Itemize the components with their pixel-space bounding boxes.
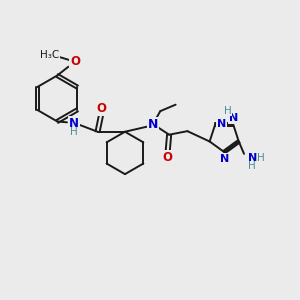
Text: N: N — [220, 154, 230, 164]
Text: N: N — [148, 118, 158, 130]
Text: N: N — [229, 113, 238, 123]
Text: N: N — [217, 119, 226, 129]
Text: H: H — [70, 127, 78, 137]
Text: O: O — [96, 102, 106, 115]
Text: O: O — [162, 151, 172, 164]
Text: H: H — [248, 161, 256, 171]
Text: N: N — [248, 153, 257, 163]
Text: H: H — [224, 106, 232, 116]
Text: H₃C: H₃C — [40, 50, 59, 61]
Text: H: H — [257, 153, 265, 163]
Text: N: N — [69, 117, 79, 130]
Text: O: O — [70, 55, 80, 68]
